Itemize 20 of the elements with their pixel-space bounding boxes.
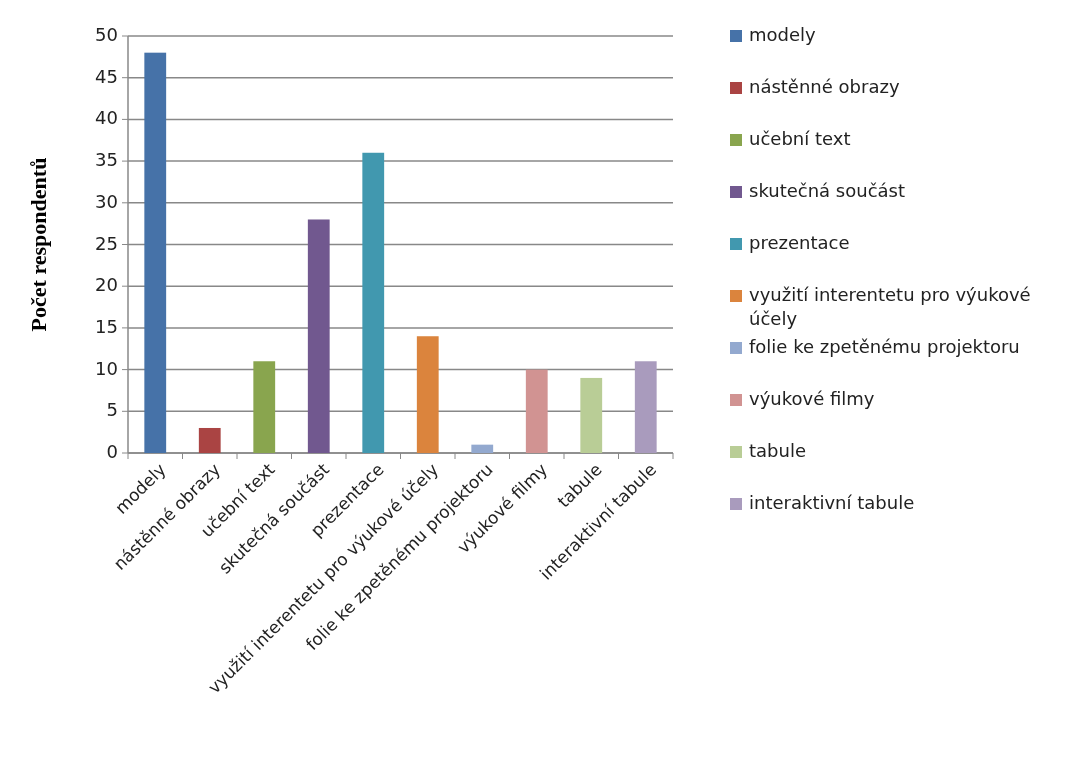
legend-label: prezentace [749,232,850,253]
y-tick-label: 25 [95,232,118,254]
legend-label: nástěnné obrazy [749,76,900,97]
legend-label: folie ke zpetěnému projektoru [749,336,1020,357]
legend-label: výukové filmy [749,388,875,409]
y-tick-label: 35 [95,149,118,171]
y-tick-label: 20 [95,274,118,296]
y-tick-label: 5 [106,399,118,421]
y-tick-label: 45 [95,65,118,87]
y-tick-label: 30 [95,190,118,212]
legend-label: učební text [749,128,851,149]
y-tick-label: 40 [95,107,118,129]
legend-label: skutečná součást [749,180,906,201]
y-tick-label: 15 [95,315,118,337]
legend-label: modely [749,24,817,45]
y-tick-label: 10 [95,357,118,379]
y-tick-label: 0 [106,441,118,462]
y-axis-title: Počet respondentů [26,157,51,332]
legend-label: tabule [749,440,806,461]
y-tick-label: 50 [95,24,118,45]
